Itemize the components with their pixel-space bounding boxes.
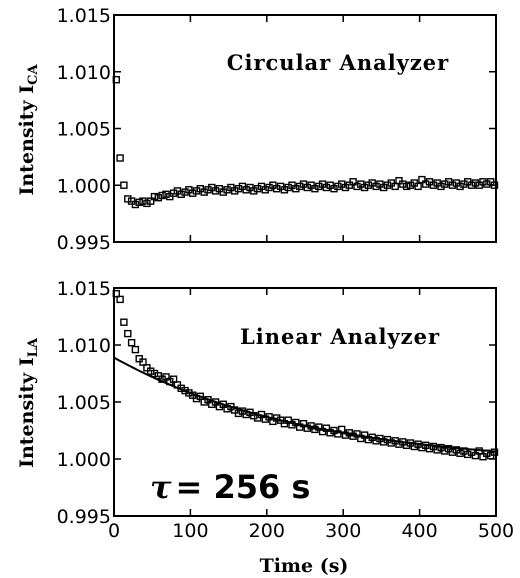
panel-annotation: Circular Analyzer [227, 50, 449, 75]
y-tick-label: 1.005 [57, 392, 111, 414]
y-tick-label: 1.015 [57, 5, 111, 27]
y-tick-label: 1.000 [57, 449, 111, 471]
tau-symbol: τ [150, 468, 172, 506]
x-axis-label: Time (s) [260, 555, 349, 577]
y-tick-label: 1.000 [57, 175, 111, 197]
y-axis-label-main: Intensity I [16, 85, 38, 196]
y-tick-label: 1.010 [57, 335, 111, 357]
circular-analyzer-panel: Circular Analyzer Intensity ICA 1.015 1.0… [16, 5, 498, 254]
y-tick-label: 0.995 [57, 232, 111, 254]
data-point [125, 196, 131, 202]
data-point [121, 182, 127, 188]
tau-value: = 256 s [176, 468, 311, 506]
y-tick-label: 1.005 [57, 119, 111, 141]
x-tick-label: 100 [172, 520, 208, 542]
y-axis-label: Intensity ILA [16, 337, 41, 468]
data-point [125, 331, 131, 337]
x-tick-label: 200 [249, 520, 285, 542]
data-point [144, 200, 150, 206]
x-tick-label: 500 [478, 520, 514, 542]
data-point [129, 340, 135, 346]
y-axis-label-main: Intensity I [16, 357, 38, 468]
y-tick-label: 1.010 [57, 62, 111, 84]
y-axis-label-subscript: LA [26, 337, 41, 357]
x-tick-label: 400 [401, 520, 437, 542]
fit-line [114, 358, 496, 452]
y-axis-label-subscript: CA [26, 64, 41, 85]
x-tick-label: 0 [108, 520, 120, 542]
data-point [132, 347, 138, 353]
data-point [117, 155, 123, 161]
data-point [152, 371, 158, 377]
y-tick-label: 0.995 [57, 506, 111, 528]
x-tick-label: 300 [325, 520, 361, 542]
linear-analyzer-panel: Linear Analyzer Intensity ILA τ = 256 s T… [16, 278, 514, 577]
data-point [121, 319, 127, 325]
y-tick-label: 1.015 [57, 278, 111, 300]
data-point [472, 180, 478, 186]
panel-annotation: Linear Analyzer [240, 324, 440, 349]
y-axis-label: Intensity ICA [16, 64, 41, 196]
tau-annotation: τ = 256 s [150, 468, 310, 506]
